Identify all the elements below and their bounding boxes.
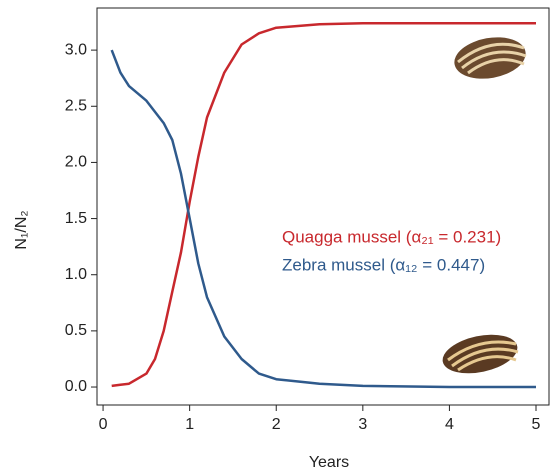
y-tick-label: 0.5 bbox=[65, 322, 87, 339]
y-tick-label: 3.0 bbox=[65, 41, 87, 58]
mussel-icon bbox=[454, 37, 527, 79]
y-tick-label: 2.5 bbox=[65, 97, 87, 114]
series-line bbox=[111, 21, 536, 388]
x-tick-label: 2 bbox=[272, 416, 281, 433]
x-tick-label: 4 bbox=[445, 416, 454, 433]
plot-frame bbox=[96, 7, 550, 406]
x-tick-label: 1 bbox=[185, 416, 194, 433]
series-label: Zebra mussel (α₁₂ = 0.447) bbox=[282, 255, 485, 274]
y-tick-label: 1.5 bbox=[65, 210, 87, 227]
series-label: Quagga mussel (α₂₁ = 0.231) bbox=[282, 227, 501, 246]
x-tick-label: 5 bbox=[532, 416, 541, 433]
y-axis-title: N₁/N₂ bbox=[13, 210, 30, 249]
x-tick-label: 0 bbox=[99, 416, 108, 433]
series-line bbox=[110, 49, 536, 389]
y-tick-label: 1.0 bbox=[65, 266, 87, 283]
x-axis-title: Years bbox=[309, 454, 349, 471]
y-tick-label: 2.0 bbox=[65, 154, 87, 171]
x-tick-label: 3 bbox=[358, 416, 367, 433]
mussel-icon bbox=[442, 334, 519, 374]
y-tick-label: 0.0 bbox=[65, 378, 87, 395]
